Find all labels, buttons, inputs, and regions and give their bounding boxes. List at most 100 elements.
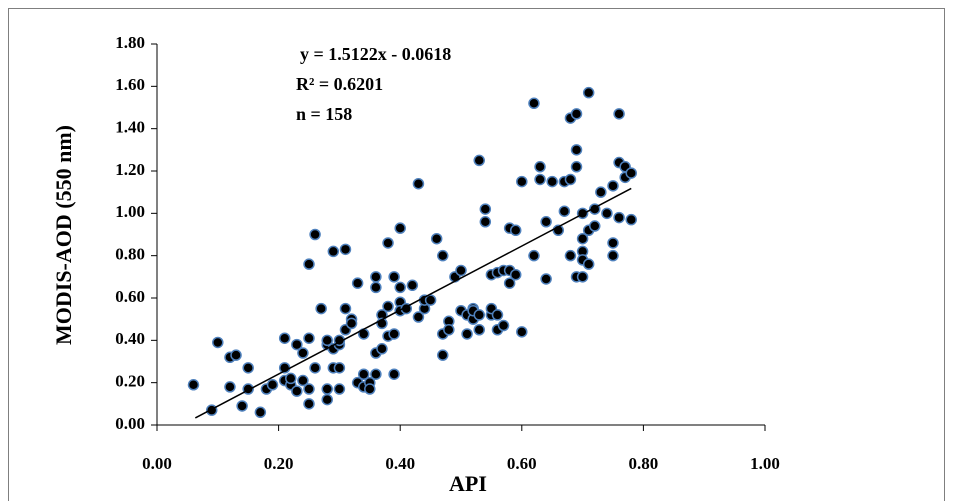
- y-tick-label: 1.00: [115, 202, 145, 221]
- x-axis-title: API: [449, 471, 487, 496]
- point: [570, 108, 583, 120]
- point: [528, 97, 540, 110]
- point: [364, 383, 376, 395]
- point: [564, 173, 577, 186]
- point: [455, 264, 467, 277]
- y-tick-label: 0.60: [115, 287, 145, 306]
- point: [406, 279, 419, 292]
- point: [291, 338, 303, 351]
- point: [601, 207, 613, 220]
- point: [473, 154, 485, 167]
- y-axis-title: MODIS-AOD (550 nm): [51, 125, 76, 345]
- point: [321, 383, 333, 395]
- point: [516, 175, 528, 188]
- y-tick-label: 1.60: [115, 75, 145, 94]
- point: [357, 368, 370, 380]
- point: [382, 237, 394, 249]
- point: [607, 180, 619, 192]
- point: [242, 362, 254, 374]
- point: [570, 144, 583, 156]
- point: [303, 332, 315, 344]
- point: [473, 324, 485, 336]
- annotation: y = 1.5122x - 0.0618: [300, 44, 451, 64]
- y-tick-label: 0.40: [115, 329, 145, 348]
- point: [254, 406, 267, 419]
- point: [278, 332, 291, 344]
- point: [528, 249, 540, 262]
- x-tick-label: 0.00: [142, 454, 172, 473]
- point: [534, 173, 546, 186]
- point: [303, 383, 315, 395]
- point: [339, 243, 352, 256]
- y-tick-label: 1.40: [115, 118, 145, 137]
- point: [437, 249, 449, 262]
- x-tick-label: 0.80: [629, 454, 659, 473]
- point: [388, 368, 400, 380]
- point: [613, 108, 625, 120]
- y-tick-label: 0.80: [115, 245, 145, 264]
- point: [497, 319, 510, 332]
- point: [412, 311, 425, 323]
- point: [394, 222, 406, 234]
- y-tick-label: 0.20: [115, 372, 145, 391]
- point: [333, 362, 346, 374]
- point: [303, 398, 315, 410]
- point: [297, 374, 309, 387]
- point: [266, 379, 279, 391]
- point: [546, 175, 558, 188]
- point: [291, 385, 303, 397]
- point: [509, 268, 522, 281]
- point: [473, 309, 485, 321]
- point: [461, 328, 473, 340]
- point: [582, 86, 595, 99]
- point: [321, 334, 333, 347]
- point: [540, 216, 552, 228]
- point: [315, 302, 327, 315]
- point: [297, 347, 309, 359]
- point: [625, 213, 637, 226]
- point: [388, 271, 400, 283]
- point: [370, 368, 382, 380]
- point: [607, 249, 619, 262]
- point: [576, 271, 589, 283]
- point: [516, 326, 528, 338]
- point: [437, 349, 449, 361]
- point: [503, 277, 516, 289]
- annotation: R² = 0.6201: [296, 74, 383, 94]
- point: [576, 232, 589, 245]
- point: [479, 216, 492, 228]
- point: [564, 249, 577, 262]
- point: [570, 161, 583, 173]
- point: [230, 349, 242, 361]
- point: [321, 393, 333, 406]
- point: [595, 186, 607, 198]
- x-tick-label: 0.60: [507, 454, 537, 473]
- point: [491, 309, 504, 321]
- point: [443, 324, 455, 336]
- chart-frame: [8, 8, 945, 501]
- annotation: n = 158: [296, 104, 352, 124]
- point: [339, 302, 352, 315]
- point: [479, 203, 492, 215]
- point: [509, 224, 522, 237]
- point: [303, 258, 315, 270]
- point: [309, 228, 321, 241]
- point: [351, 277, 364, 289]
- point: [589, 220, 601, 232]
- point: [613, 211, 625, 224]
- point: [394, 281, 406, 294]
- point: [309, 362, 321, 374]
- point: [376, 343, 388, 355]
- x-tick-label: 1.00: [750, 454, 780, 473]
- point: [388, 328, 400, 340]
- point: [607, 237, 619, 249]
- point: [212, 336, 224, 349]
- point: [285, 372, 297, 385]
- y-tick-label: 1.20: [115, 160, 145, 179]
- point: [430, 232, 443, 245]
- point: [224, 381, 236, 393]
- point: [558, 205, 571, 217]
- trendline: [194, 187, 632, 419]
- point: [582, 258, 595, 270]
